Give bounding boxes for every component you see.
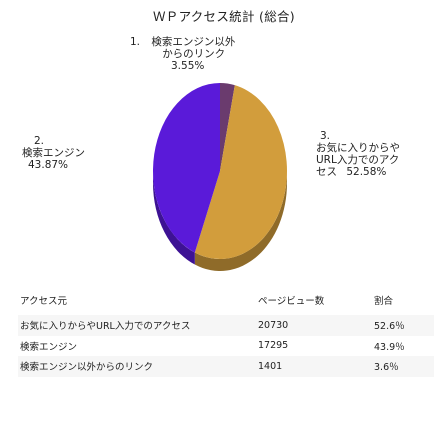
- slice-label-3-line-2: URL入力でのアク: [316, 154, 400, 166]
- pie-slice-side-2: [153, 171, 195, 265]
- slice-label-1: 1. 検索エンジン以外 からのリンク 3.55%: [130, 36, 235, 72]
- cell-pageviews: 1401: [258, 360, 283, 372]
- slice-label-1-line-1: 検索エンジン以外: [151, 36, 236, 48]
- pie-slice-side-3: [194, 171, 287, 272]
- pie-slice-3: [194, 85, 287, 259]
- table-row: 検索エンジン 17295 43.9％: [18, 336, 434, 357]
- cell-percent: 3.6％: [374, 362, 399, 374]
- slice-label-2: 2. 検索エンジン 43.87%: [22, 135, 85, 171]
- table-row: お気に入りからやURL入力でのアクセス 20730 52.6％: [18, 315, 434, 336]
- page-title: ＷＰアクセス統計 (総合): [152, 9, 295, 24]
- slice-label-1-value: 3.55%: [171, 60, 205, 72]
- slice-label-1-index: 1.: [130, 36, 141, 48]
- slice-label-3-line-3: セス: [316, 166, 337, 178]
- cell-source: 検索エンジン以外からのリンク: [20, 362, 154, 374]
- header-percent: 割合: [374, 296, 394, 307]
- slice-label-1-line-2: からのリンク: [162, 48, 226, 60]
- access-table: アクセス元 ページビュー数 割合 お気に入りからやURL入力でのアクセス 207…: [18, 285, 434, 377]
- slice-label-2-index: 2.: [34, 135, 45, 147]
- slice-label-3-index: 3.: [320, 130, 331, 142]
- slice-label-2-value: 43.87%: [28, 159, 69, 171]
- header-pageviews: ページビュー数: [258, 296, 325, 307]
- header-source: アクセス元: [20, 296, 68, 307]
- slice-label-3-value: 52.58%: [346, 166, 387, 178]
- slice-label-2-line-1: 検索エンジン: [22, 147, 85, 159]
- table-row: 検索エンジン以外からのリンク 1401 3.6％: [18, 356, 434, 377]
- cell-percent: 43.9％: [374, 341, 405, 353]
- pie-slice-2: [153, 83, 220, 253]
- table-header-row: アクセス元 ページビュー数 割合: [18, 285, 434, 315]
- cell-percent: 52.6％: [374, 321, 405, 333]
- cell-pageviews: 20730: [258, 319, 289, 331]
- slice-label-3: 3. お気に入りからや URL入力でのアク セス 52.58%: [316, 130, 400, 178]
- pie-slice-1: [220, 83, 235, 171]
- slice-label-3-line-1: お気に入りからや: [316, 142, 400, 154]
- cell-source: お気に入りからやURL入力でのアクセス: [20, 321, 191, 333]
- cell-source: 検索エンジン: [20, 341, 78, 353]
- cell-pageviews: 17295: [258, 340, 289, 352]
